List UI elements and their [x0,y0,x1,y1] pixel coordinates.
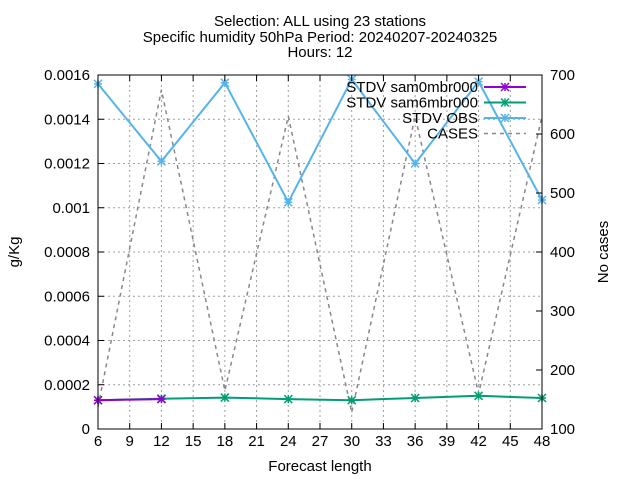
y2-tick-label: 200 [550,362,575,379]
x-tick-label: 45 [502,433,519,450]
data-point-stdv-obs [410,158,420,169]
series-line-stdv-sam6mbr000 [97,394,543,402]
y2-tick-label: 500 [550,185,575,202]
x-tick-label: 39 [439,433,456,450]
y-tick-label: 0.0004 [44,333,90,350]
x-tick-label: 48 [534,433,551,450]
data-point-stdv-sam6mbr000 [347,395,357,405]
y-axis-label: g/Kg [6,237,23,268]
x-tick-label: 12 [153,433,170,450]
y2-tick-label: 100 [550,421,575,438]
y-tick-label: 0.0016 [44,67,90,84]
data-point-stdv-obs [474,77,484,87]
y-tick-label: 0.0014 [44,111,90,128]
x-tick-label: 18 [217,433,234,450]
y2-tick-label: 300 [550,303,575,320]
x-tick-label: 9 [126,433,134,450]
ticks-layer: 6 9 12 15 18 21 24 27 30 33 36 39 42 45 48 0 0.0002 0.000… [44,67,575,450]
series-line-cases [97,89,543,413]
y-tick-label: 0.0006 [44,288,90,305]
legend-label-stdv-sam6mbr000: STDV sam6mbr000 [346,95,478,112]
title-line-3: Hours: 12 [287,44,352,61]
y-tick-label: 0.0002 [44,377,90,394]
chart-title: Selection: ALL using 23 stations Specifi… [143,13,497,61]
y2-axis-label: No cases [595,221,612,284]
data-point-stdv-sam6mbr000 [474,391,484,401]
title-line-1: Selection: ALL using 23 stations [214,13,426,30]
x-tick-label: 33 [375,433,392,450]
y2-tick-label: 700 [550,67,575,84]
series-layer [93,74,547,413]
x-tick-label: 6 [94,433,102,450]
y-tick-label: 0.001 [52,200,90,217]
series-line-stdv-sam0mbr000 [97,398,162,402]
data-point-stdv-sam6mbr000 [220,393,230,403]
y-tick-label: 0.0012 [44,156,90,173]
data-point-stdv-sam6mbr000 [410,393,420,403]
title-line-2: Specific humidity 50hPa Period: 20240207… [143,29,497,46]
x-tick-label: 27 [312,433,329,450]
legend-marker-stdv-obs [500,113,510,123]
legend-label-cases: CASES [427,126,478,143]
series-line-stdv-obs [97,77,543,205]
data-point-stdv-obs [220,78,230,88]
y2-tick-label: 600 [550,126,575,143]
data-point-stdv-obs [283,197,293,207]
x-tick-label: 21 [248,433,265,450]
x-tick-label: 36 [407,433,424,450]
legend-marker-stdv-sam0mbr000 [500,82,510,92]
legend-label-stdv-sam0mbr000: STDV sam0mbr000 [346,79,478,96]
data-point-stdv-sam6mbr000 [283,394,293,404]
legend-marker-stdv-sam6mbr000 [500,97,510,108]
x-axis-label: Forecast length [268,458,371,475]
grid-layer [98,75,542,429]
x-tick-label: 15 [185,433,202,450]
y-tick-label: 0.0008 [44,244,90,261]
y-tick-label: 0 [82,421,90,438]
data-point-stdv-obs [156,156,166,166]
y2-tick-label: 400 [550,244,575,261]
x-tick-label: 42 [470,433,487,450]
x-tick-label: 30 [343,433,360,450]
data-point-stdv-sam0mbr000 [156,394,166,404]
x-tick-label: 24 [280,433,297,450]
legend-label-stdv-obs: STDV OBS [402,110,478,127]
